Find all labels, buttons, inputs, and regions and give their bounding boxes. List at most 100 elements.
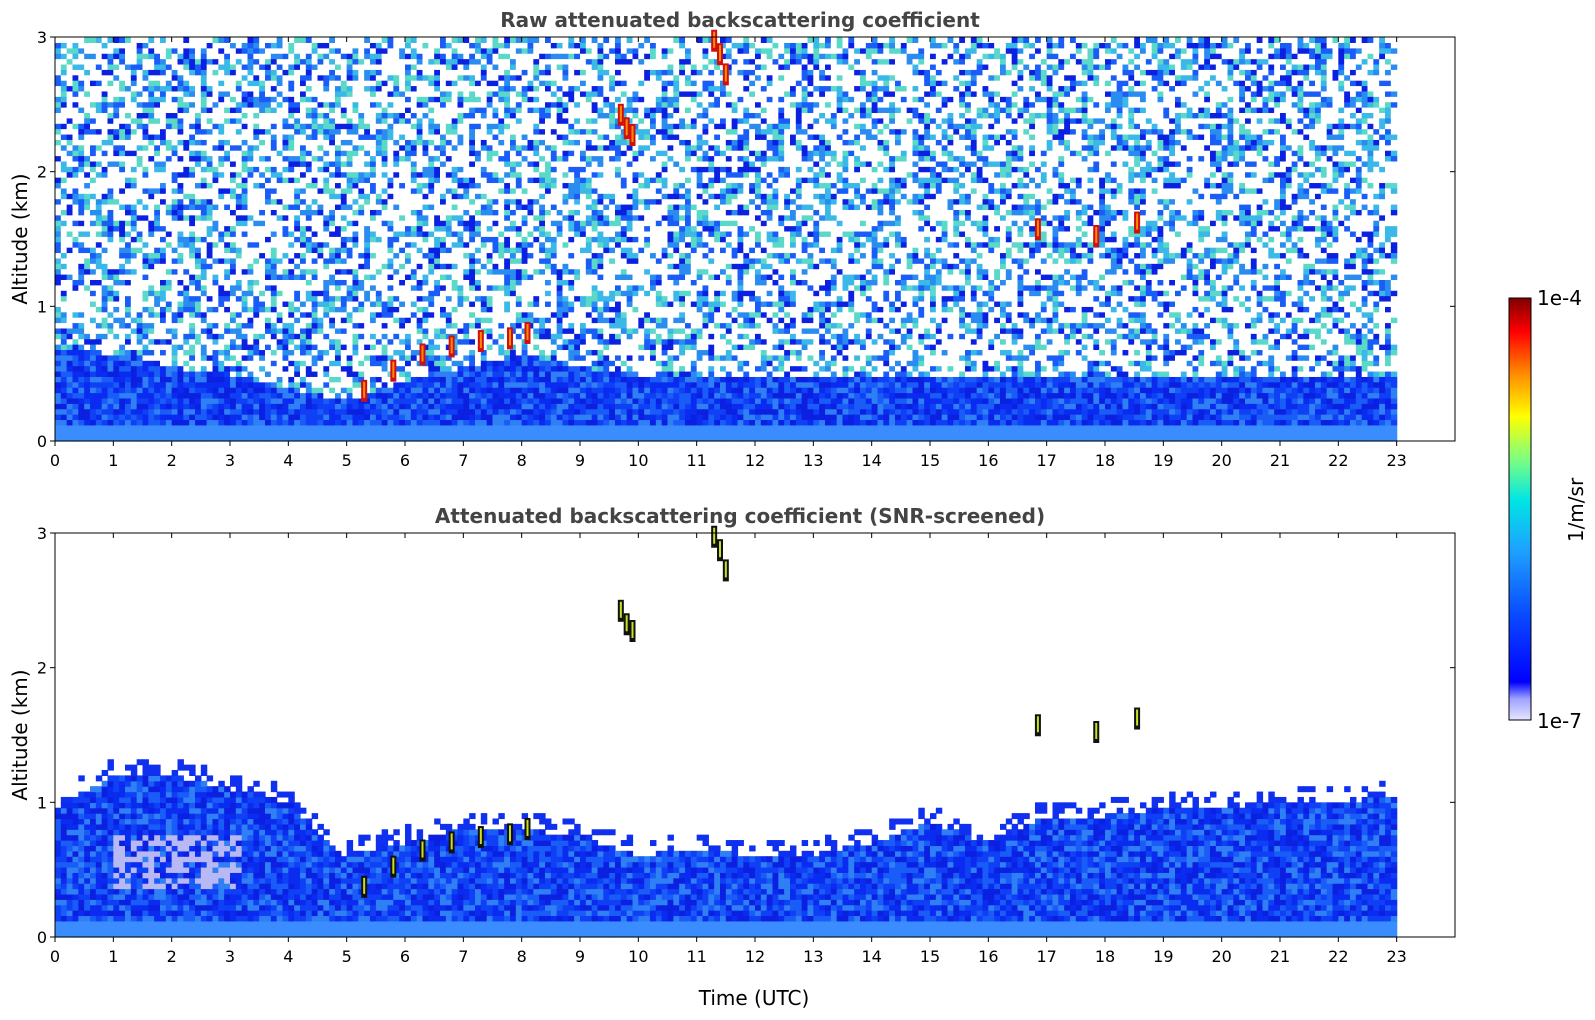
x-tick-label: 19 — [1153, 451, 1173, 470]
x-tick-label: 20 — [1211, 451, 1231, 470]
cloud-mark — [419, 343, 426, 366]
x-tick-label: 5 — [342, 451, 352, 470]
y-tick-label: 1 — [37, 793, 47, 812]
colorbar-min-label: 1e-7 — [1537, 709, 1582, 733]
cloud-mark — [722, 63, 729, 86]
x-tick-label: 6 — [400, 947, 410, 966]
x-tick-label: 14 — [861, 947, 881, 966]
x-tick-label: 22 — [1328, 947, 1348, 966]
colorbar-max-label: 1e-4 — [1537, 286, 1582, 310]
cloud-mark — [507, 823, 513, 846]
snr-screened-panel: Attenuated backscattering coefficient (S… — [8, 504, 1456, 1010]
cloud-mark — [477, 826, 484, 849]
x-tick-label: 20 — [1211, 947, 1231, 966]
y-tick-label: 0 — [37, 928, 47, 947]
cloud-mark — [477, 330, 484, 353]
cloud-mark — [448, 831, 455, 854]
x-tick-label: 23 — [1386, 947, 1406, 966]
x-tick-label: 17 — [1036, 451, 1056, 470]
y-tick-label: 3 — [37, 524, 47, 543]
x-tick-label: 14 — [861, 451, 881, 470]
x-tick-label: 15 — [920, 947, 940, 966]
cloud-mark — [390, 855, 397, 878]
x-tick-label: 11 — [686, 947, 706, 966]
heatmap-image — [55, 29, 1398, 442]
cloud-mark — [448, 335, 455, 358]
x-tick-label: 7 — [458, 451, 468, 470]
colorbar-label: 1/m/sr — [1564, 477, 1588, 542]
x-axis: 0 1 2 3 4 5 6 7 8 9 10 11 12 13 14 15 16 17 18 19 20 21 22 23 — [50, 533, 1407, 966]
cloud-mark — [507, 327, 513, 350]
x-tick-label: 0 — [50, 451, 60, 470]
cloud-mark — [524, 321, 531, 344]
x-tick-label: 17 — [1036, 947, 1056, 966]
x-tick-label: 1 — [108, 947, 118, 966]
y-tick-label: 1 — [37, 297, 47, 316]
x-tick-label: 2 — [167, 947, 177, 966]
x-tick-label: 7 — [458, 947, 468, 966]
x-tick-label: 4 — [283, 947, 293, 966]
x-axis: 0 1 2 3 4 5 6 7 8 9 10 11 12 13 14 15 16 17 18 19 20 21 22 23 — [50, 37, 1407, 470]
cloud-mark — [1093, 225, 1100, 247]
x-tick-label: 13 — [803, 451, 823, 470]
x-tick-label: 5 — [342, 947, 352, 966]
cloud-mark — [623, 613, 630, 636]
x-tick-label: 19 — [1153, 947, 1173, 966]
cloud-mark — [1134, 211, 1141, 234]
y-tick-label: 2 — [37, 163, 47, 182]
cloud-mark — [717, 539, 723, 562]
cloud-mark — [617, 103, 624, 126]
x-tick-label: 21 — [1270, 947, 1290, 966]
x-tick-label: 3 — [225, 451, 235, 470]
x-tick-label: 12 — [745, 451, 765, 470]
cloud-mark — [1034, 714, 1041, 737]
x-tick-label: 4 — [283, 451, 293, 470]
x-tick-label: 9 — [575, 947, 585, 966]
colorbar: 1e-4 1e-7 1/m/sr — [1508, 286, 1588, 733]
y-axis-label: Altitude (km) — [8, 669, 32, 800]
x-tick-label: 9 — [575, 451, 585, 470]
x-tick-label: 6 — [400, 451, 410, 470]
x-tick-label: 10 — [628, 451, 648, 470]
x-tick-label: 13 — [803, 947, 823, 966]
heatmap-image — [55, 525, 1398, 938]
x-tick-label: 18 — [1095, 947, 1115, 966]
cloud-mark — [524, 817, 531, 840]
cloud-mark — [629, 124, 636, 146]
x-tick-label: 23 — [1386, 451, 1406, 470]
y-axis: 0 1 2 3 — [37, 28, 1455, 451]
cloud-mark — [1093, 721, 1100, 743]
cloud-mark — [1034, 218, 1041, 241]
x-tick-label: 10 — [628, 947, 648, 966]
x-axis-label: Time (UTC) — [698, 986, 810, 1010]
chart-title: Raw attenuated backscattering coefficien… — [500, 8, 980, 32]
cloud-mark — [711, 29, 718, 52]
x-tick-label: 1 — [108, 451, 118, 470]
y-tick-label: 0 — [37, 432, 47, 451]
colorbar-gradient — [1508, 297, 1532, 721]
x-tick-label: 3 — [225, 947, 235, 966]
x-tick-label: 16 — [978, 947, 998, 966]
cloud-mark — [361, 379, 368, 402]
x-tick-label: 15 — [920, 451, 940, 470]
raw-backscatter-panel: Raw attenuated backscattering coefficien… — [8, 8, 1456, 470]
x-tick-label: 11 — [686, 451, 706, 470]
x-tick-label: 12 — [745, 947, 765, 966]
x-tick-label: 0 — [50, 947, 60, 966]
y-axis-label: Altitude (km) — [8, 173, 32, 304]
y-tick-label: 3 — [37, 28, 47, 47]
cloud-mark — [617, 599, 624, 622]
cloud-mark — [711, 525, 718, 548]
x-tick-label: 16 — [978, 451, 998, 470]
cloud-mark — [361, 875, 368, 898]
chart-title: Attenuated backscattering coefficient (S… — [435, 504, 1045, 528]
cloud-mark — [629, 620, 636, 642]
x-tick-label: 8 — [517, 947, 527, 966]
cloud-mark — [419, 839, 426, 862]
x-tick-label: 21 — [1270, 451, 1290, 470]
x-tick-label: 22 — [1328, 451, 1348, 470]
y-axis: 0 1 2 3 — [37, 524, 1455, 947]
cloud-mark — [717, 43, 723, 66]
y-tick-label: 2 — [37, 659, 47, 678]
